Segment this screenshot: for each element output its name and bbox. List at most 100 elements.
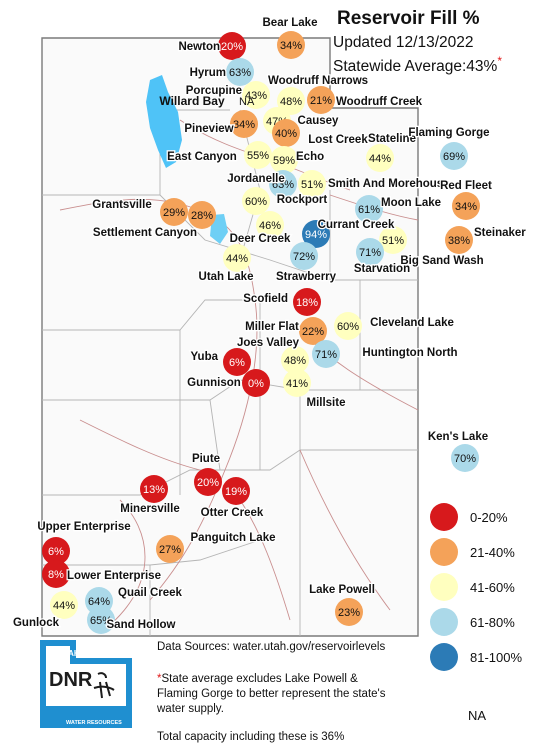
- legend-label: 61-80%: [470, 614, 515, 630]
- updated-date: Updated 12/13/2022: [333, 34, 474, 51]
- reservoir-marker-gunnison: [242, 369, 270, 397]
- reservoir-name-rockport: Rockport: [277, 194, 328, 206]
- reservoir-marker-currant-creek: [302, 220, 330, 248]
- reservoir-value-jordanelle: 60%: [245, 196, 267, 208]
- legend-swatch: [430, 608, 458, 636]
- legend-item-61-80: 61-80%: [430, 607, 515, 637]
- reservoir-marker-hyrum: [226, 58, 254, 86]
- reservoir-value-joes-valley: 48%: [284, 355, 306, 367]
- reservoir-marker-big-sand-wash: [379, 226, 407, 254]
- reservoir-value-miller-flat: 22%: [302, 326, 324, 338]
- reservoir-marker-woodruff-creek: [307, 86, 335, 114]
- reservoir-marker-stateline: [366, 144, 394, 172]
- reservoir-name-red-fleet: Red Fleet: [440, 180, 492, 192]
- reservoir-marker-porcupine: [242, 81, 270, 109]
- reservoir-marker-otter-creek: [222, 477, 250, 505]
- reservoir-marker-red-fleet: [452, 192, 480, 220]
- reservoir-value-quail-creek: 64%: [88, 596, 110, 608]
- reservoir-value-lower-enterprise: 8%: [48, 569, 64, 581]
- reservoir-name-pineview: Pineview: [184, 123, 233, 135]
- reservoir-name-huntington-north: Huntington North: [362, 347, 457, 359]
- reservoir-name-causey: Causey: [298, 115, 340, 127]
- reservoir-name-piute: Piute: [192, 453, 220, 465]
- reservoir-marker-upper-enterprise: [42, 537, 70, 565]
- reservoir-name-big-sand-wash: Big Sand Wash: [400, 255, 483, 267]
- reservoir-name-woodruff-creek: Woodruff Creek: [336, 96, 423, 108]
- statewide-asterisk: *: [497, 54, 502, 68]
- reservoir-value-red-fleet: 34%: [455, 201, 477, 213]
- reservoir-marker-steinaker: [445, 226, 473, 254]
- reservoir-value-gunnison: 0%: [248, 378, 264, 390]
- reservoir-markers: 20% 34%63%43% 48% 21%47%34%40%55% 59% 44% 69%5…: [12, 16, 528, 634]
- reservoir-marker-cleveland-lake: [334, 312, 362, 340]
- legend-swatch: [430, 573, 458, 601]
- reservoir-value-willard-bay: NA: [239, 96, 255, 108]
- map-title: Reservoir Fill %: [337, 8, 480, 29]
- reservoir-name-newton: Newton: [178, 41, 220, 53]
- reservoir-marker-strawberry: [290, 242, 318, 270]
- reservoir-name-hyrum: Hyrum: [190, 67, 226, 79]
- reservoir-marker-lost-creek: [272, 119, 300, 147]
- reservoir-value-gunlock: 44%: [53, 600, 75, 612]
- legend-item-81-100: 81-100%: [430, 642, 522, 672]
- reservoir-marker-grantsville: [160, 198, 188, 226]
- data-sources: Data Sources: water.utah.gov/reservoirle…: [157, 641, 386, 653]
- reservoir-marker-miller-flat: [299, 317, 327, 345]
- reservoir-name-steinaker: Steinaker: [474, 227, 526, 239]
- reservoir-marker-moon-lake: [355, 195, 383, 223]
- reservoir-name-lake-powell: Lake Powell: [309, 584, 375, 596]
- reservoir-name-east-canyon: East Canyon: [167, 151, 237, 163]
- reservoir-marker-piute: [194, 468, 222, 496]
- reservoir-value-currant-creek: 94%: [305, 229, 327, 241]
- reservoir-value-yuba: 6%: [229, 357, 245, 369]
- reservoir-value-ken-s-lake: 70%: [454, 453, 476, 465]
- reservoir-marker-minersville: [140, 475, 168, 503]
- reservoir-name-strawberry: Strawberry: [276, 271, 337, 283]
- reservoir-name-miller-flat: Miller Flat: [245, 321, 299, 333]
- reservoir-marker-panguitch-lake: [156, 535, 184, 563]
- reservoir-name-lower-enterprise: Lower Enterprise: [67, 570, 161, 582]
- logo-main-text: DNR: [49, 669, 93, 691]
- reservoir-marker-echo: [270, 146, 298, 174]
- note-asterisk: *: [157, 673, 162, 685]
- reservoir-marker-rockport: [269, 170, 297, 198]
- reservoir-marker-millsite: [283, 369, 311, 397]
- reservoir-name-lost-creek: Lost Creek: [308, 134, 368, 146]
- reservoir-marker-settlement-canyon: [188, 201, 216, 229]
- reservoir-value-cleveland-lake: 60%: [337, 321, 359, 333]
- statewide-average: Statewide Average:43%*: [333, 54, 502, 76]
- reservoir-name-joes-valley: Joes Valley: [237, 337, 300, 349]
- reservoir-value-sand-hollow: 65%: [90, 615, 112, 627]
- reservoir-value-settlement-canyon: 28%: [191, 210, 213, 222]
- reservoir-marker-newton: [218, 32, 246, 60]
- reservoir-value-utah-lake: 44%: [226, 253, 248, 265]
- logo-top-text: UTAH: [58, 649, 80, 658]
- reservoir-value-panguitch-lake: 27%: [159, 544, 181, 556]
- reservoir-name-flaming-gorge: Flaming Gorge: [408, 127, 489, 139]
- reservoir-value-echo: 59%: [273, 155, 295, 167]
- reservoir-name-quail-creek: Quail Creek: [118, 587, 183, 599]
- reservoir-name-settlement-canyon: Settlement Canyon: [93, 227, 197, 239]
- reservoir-marker-joes-valley: [281, 346, 309, 374]
- reservoir-value-moon-lake: 61%: [358, 204, 380, 216]
- state-average-note: *State average excludes Lake Powell & Fl…: [157, 672, 397, 717]
- reservoir-name-otter-creek: Otter Creek: [201, 507, 264, 519]
- legend-swatch: [430, 538, 458, 566]
- reservoir-name-bear-lake: Bear Lake: [263, 17, 318, 29]
- reservoir-value-bear-lake: 34%: [280, 40, 302, 52]
- legend-label: 21-40%: [470, 544, 515, 560]
- reservoir-name-woodruff-narrows: Woodruff Narrows: [268, 75, 368, 87]
- reservoir-value-hyrum: 63%: [229, 67, 251, 79]
- reservoir-value-minersville: 13%: [143, 484, 165, 496]
- reservoir-value-grantsville: 29%: [163, 207, 185, 219]
- reservoir-value-rockport: 63%: [272, 179, 294, 191]
- reservoir-name-minersville: Minersville: [120, 503, 179, 515]
- reservoir-value-piute: 20%: [197, 477, 219, 489]
- reservoir-name-cleveland-lake: Cleveland Lake: [370, 317, 454, 329]
- logo-bottom-text: WATER RESOURCES: [66, 720, 122, 726]
- reservoir-value-smith-and-morehouse: 51%: [301, 179, 323, 191]
- reservoir-value-stateline: 44%: [369, 153, 391, 165]
- reservoir-name-sand-hollow: Sand Hollow: [107, 619, 176, 631]
- reservoir-name-currant-creek: Currant Creek: [318, 219, 395, 231]
- reservoir-name-moon-lake: Moon Lake: [381, 197, 441, 209]
